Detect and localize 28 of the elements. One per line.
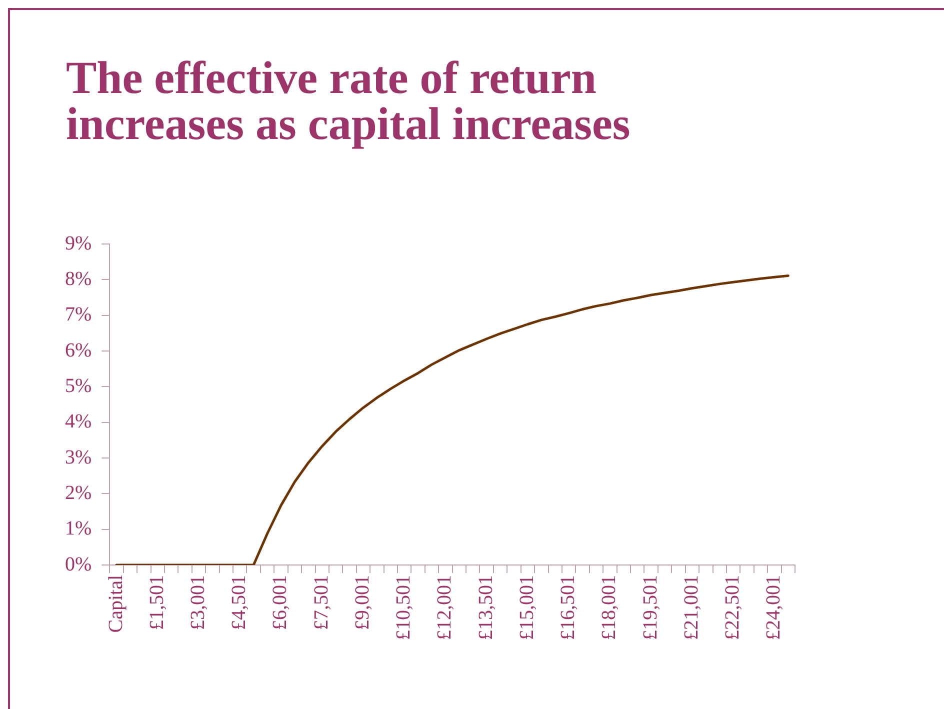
y-tick-label: 2%	[64, 482, 92, 504]
x-tick-label: £24,001	[762, 575, 785, 640]
y-tick-label: 6%	[64, 339, 92, 362]
y-tick-label: 5%	[64, 374, 92, 397]
x-tick-label: Capital	[104, 574, 127, 633]
chart-title: The effective rate of return increases as capital increases	[66, 52, 632, 149]
y-tick-label: 8%	[64, 268, 92, 290]
x-tick-label: £16,501	[557, 575, 580, 640]
y-tick-label: 1%	[64, 518, 92, 540]
x-tick-label: £10,501	[392, 575, 415, 640]
x-tick-label: £18,001	[598, 575, 620, 640]
x-tick-label: £22,501	[722, 575, 744, 640]
x-tick-label: £6,001	[269, 575, 292, 630]
x-tick-label: £4,501	[228, 575, 250, 630]
y-tick-label: 0%	[64, 553, 92, 576]
y-tick-label: 3%	[64, 446, 92, 468]
x-tick-label: £1,501	[146, 575, 168, 630]
x-tick-label: £13,501	[474, 575, 497, 640]
x-tick-label: £15,001	[516, 575, 538, 640]
x-tick-label: £21,001	[680, 575, 702, 640]
x-tick-label: £7,501	[310, 575, 332, 630]
x-tick-label: £12,001	[434, 575, 456, 640]
x-tick-label: £19,501	[639, 575, 662, 640]
y-tick-label: 4%	[64, 410, 92, 433]
y-tick-label: 9%	[64, 232, 92, 254]
x-tick-label: £3,001	[187, 575, 210, 630]
y-tick-label: 7%	[64, 304, 92, 326]
x-tick-label: £9,001	[351, 575, 374, 630]
